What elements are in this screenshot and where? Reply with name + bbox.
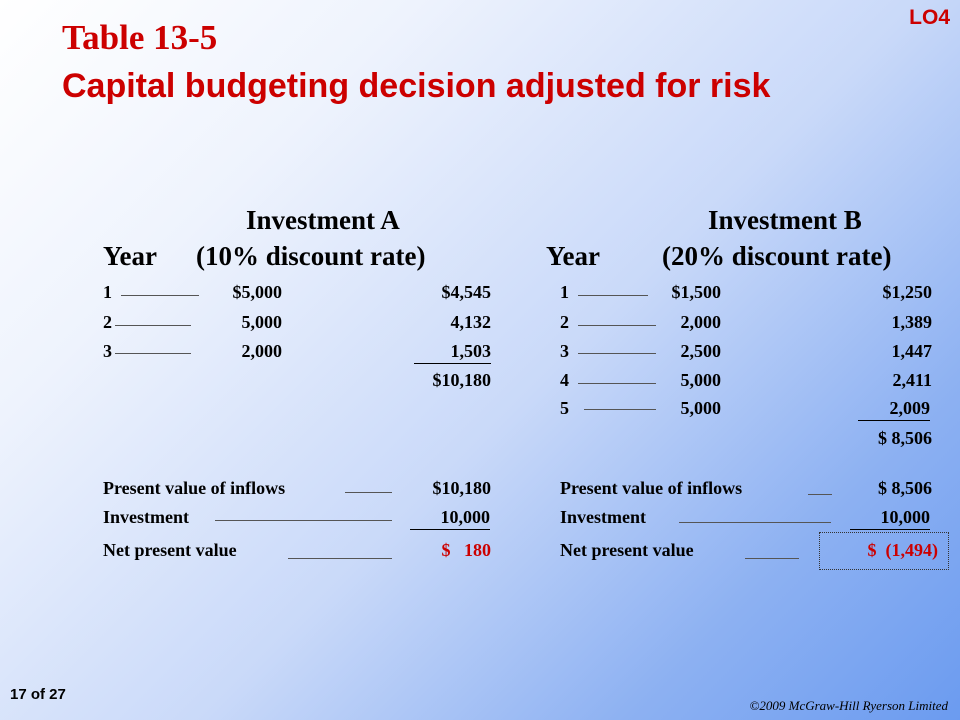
- leader-line: [215, 520, 392, 521]
- investment-a-pv-inflows-label: Present value of inflows: [103, 478, 286, 498]
- investment-b-year-heading: Year: [546, 241, 600, 271]
- investment-b-investment-value: 10,000: [850, 507, 930, 530]
- present-value-cell: 2,009: [858, 398, 930, 421]
- leader-line: [578, 295, 648, 296]
- cash-flow-cell: $1,500: [671, 282, 722, 302]
- investment-b-investment-label: Investment: [560, 507, 646, 527]
- investment-a-npv-value: $ 180: [441, 540, 492, 560]
- year-cell: 5: [560, 398, 569, 418]
- year-cell: 4: [560, 370, 569, 390]
- investment-b-heading: Investment B: [708, 205, 862, 235]
- investment-a-rate-heading: (10% discount rate): [196, 241, 426, 271]
- year-cell: 1: [560, 282, 569, 302]
- cash-flow-cell: 2,000: [680, 312, 722, 332]
- cash-flow-cell: $5,000: [232, 282, 283, 302]
- leader-line: [679, 522, 831, 523]
- investment-a-total-pv: $10,180: [432, 370, 492, 390]
- investment-b-pv-inflows-value: $ 8,506: [878, 478, 932, 498]
- cash-flow-cell: 5,000: [680, 370, 722, 390]
- leader-line: [115, 325, 191, 326]
- slide-number: 17 of 27: [10, 686, 66, 703]
- investment-a-pv-inflows-value: $10,180: [432, 478, 492, 498]
- leader-line: [584, 409, 656, 410]
- investment-a-investment-value: 10,000: [410, 507, 490, 530]
- leader-line: [121, 295, 199, 296]
- present-value-cell: 2,411: [892, 370, 932, 390]
- investment-b-rate-heading: (20% discount rate): [662, 241, 892, 271]
- cash-flow-cell: 5,000: [680, 398, 722, 418]
- present-value-cell: 1,447: [891, 341, 933, 361]
- leader-line: [578, 325, 656, 326]
- year-cell: 1: [103, 282, 112, 302]
- leader-line: [288, 558, 392, 559]
- cash-flow-cell: 2,000: [241, 341, 283, 361]
- investment-b-pv-inflows-label: Present value of inflows: [560, 478, 743, 498]
- investment-a-year-heading: Year: [103, 241, 157, 271]
- leader-line: [808, 494, 832, 495]
- investment-b-total-pv: $ 8,506: [878, 428, 932, 448]
- present-value-cell: $1,250: [882, 282, 933, 302]
- investment-b-npv-label: Net present value: [560, 540, 694, 560]
- present-value-cell: 1,389: [891, 312, 933, 332]
- leader-line: [578, 353, 656, 354]
- investment-b-npv-value: $ (1,494): [867, 540, 939, 560]
- leader-line: [745, 558, 799, 559]
- present-value-cell: 4,132: [450, 312, 492, 332]
- table-number: Table 13-5: [62, 18, 218, 57]
- leader-line: [578, 383, 656, 384]
- lo-tag: LO4: [909, 6, 950, 29]
- present-value-cell: $4,545: [441, 282, 492, 302]
- year-cell: 3: [560, 341, 569, 361]
- year-cell: 3: [103, 341, 112, 361]
- present-value-cell: 1,503: [414, 341, 491, 364]
- table-title: Capital budgeting decision adjusted for …: [62, 67, 771, 105]
- investment-a-investment-label: Investment: [103, 507, 189, 527]
- year-cell: 2: [103, 312, 112, 332]
- leader-line: [345, 492, 392, 493]
- investment-a-heading: Investment A: [246, 205, 400, 235]
- year-cell: 2: [560, 312, 569, 332]
- investment-a-npv-label: Net present value: [103, 540, 237, 560]
- copyright-notice: ©2009 McGraw-Hill Ryerson Limited: [749, 698, 949, 713]
- cash-flow-cell: 2,500: [680, 341, 722, 361]
- cash-flow-cell: 5,000: [241, 312, 283, 332]
- leader-line: [115, 353, 191, 354]
- npv-highlight-box: [819, 532, 949, 570]
